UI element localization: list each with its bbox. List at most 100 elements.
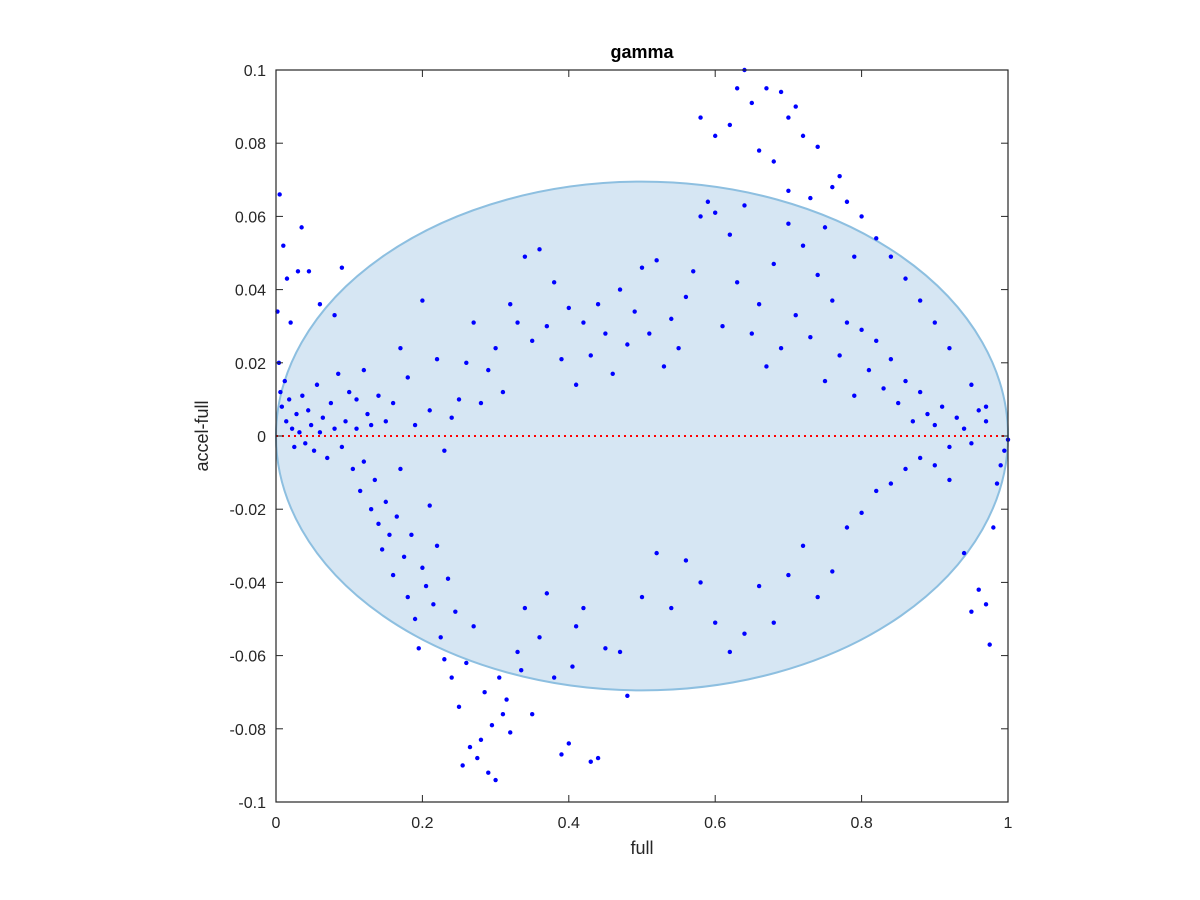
- data-point: [434, 543, 440, 548]
- data-point: [771, 159, 776, 164]
- data-point: [852, 393, 857, 398]
- data-point: [372, 477, 378, 483]
- data-point: [749, 331, 754, 336]
- data-point: [771, 261, 776, 267]
- data-point: [764, 364, 769, 369]
- data-point: [793, 313, 798, 318]
- data-point: [976, 587, 981, 592]
- data-point: [500, 711, 506, 717]
- data-point: [544, 591, 550, 596]
- data-point: [727, 122, 733, 128]
- data-point: [639, 594, 645, 600]
- data-point: [361, 367, 367, 373]
- data-point: [453, 609, 458, 614]
- data-point: [412, 616, 418, 622]
- data-point: [508, 302, 513, 307]
- data-point: [497, 675, 502, 680]
- data-point: [691, 269, 696, 274]
- data-point: [317, 430, 323, 435]
- data-point: [603, 331, 608, 336]
- data-point: [1002, 448, 1007, 453]
- data-point: [859, 510, 864, 516]
- data-point: [383, 419, 388, 424]
- data-point: [398, 466, 403, 472]
- data-point: [449, 675, 454, 680]
- data-point: [343, 419, 348, 424]
- data-point: [282, 378, 287, 384]
- y-tick-label: -0.02: [230, 502, 267, 519]
- data-point: [778, 345, 784, 351]
- data-point: [368, 422, 374, 428]
- data-point: [347, 389, 352, 395]
- y-tick-label: 0.06: [235, 209, 266, 226]
- data-point: [486, 367, 491, 373]
- data-point: [332, 426, 337, 431]
- data-point: [581, 605, 586, 611]
- data-point: [764, 86, 769, 91]
- data-point: [793, 104, 798, 109]
- data-point: [749, 100, 754, 106]
- data-point: [800, 543, 806, 548]
- data-point: [379, 547, 385, 552]
- data-point: [625, 342, 630, 347]
- data-point: [325, 455, 330, 461]
- data-point: [306, 408, 311, 413]
- data-point: [683, 294, 689, 300]
- data-point: [284, 276, 290, 281]
- data-point: [288, 320, 293, 325]
- data-point: [420, 298, 425, 303]
- data-point: [917, 455, 923, 461]
- x-tick-label: 0.2: [411, 815, 433, 832]
- data-point: [438, 635, 443, 640]
- data-point: [464, 360, 469, 365]
- data-point: [559, 752, 564, 757]
- data-point: [303, 441, 308, 446]
- data-point: [756, 302, 762, 307]
- data-point: [486, 770, 491, 775]
- data-point: [394, 514, 399, 519]
- data-point: [888, 254, 894, 259]
- chart-title: gamma: [610, 42, 674, 62]
- x-axis-label: full: [630, 838, 653, 858]
- data-point: [844, 320, 850, 325]
- data-point: [961, 426, 967, 431]
- data-point: [983, 602, 989, 607]
- data-point: [566, 741, 571, 746]
- data-point: [284, 419, 289, 424]
- data-point: [961, 550, 967, 556]
- y-axis-label: accel-full: [192, 400, 212, 471]
- data-point: [320, 415, 326, 420]
- data-point: [588, 353, 593, 358]
- x-tick-label: 0.8: [850, 815, 872, 832]
- data-point: [354, 426, 359, 431]
- data-point: [800, 243, 806, 248]
- data-point: [281, 243, 286, 248]
- data-point: [405, 594, 410, 600]
- data-point: [903, 276, 908, 281]
- data-point: [830, 298, 835, 303]
- data-point: [844, 525, 850, 530]
- data-point: [478, 400, 484, 406]
- data-point: [734, 280, 740, 285]
- data-point: [808, 334, 813, 340]
- data-point: [815, 144, 820, 150]
- data-point: [289, 426, 295, 431]
- data-point: [647, 331, 652, 336]
- data-point: [617, 287, 623, 292]
- data-point: [456, 397, 462, 402]
- data-point: [778, 89, 784, 95]
- data-point: [969, 609, 974, 614]
- data-point: [932, 463, 937, 468]
- data-point: [969, 441, 974, 446]
- data-point: [991, 525, 996, 530]
- data-point: [387, 532, 392, 538]
- data-point: [888, 356, 894, 362]
- data-point: [837, 353, 842, 358]
- x-tick-label: 0: [272, 815, 281, 832]
- data-point: [859, 327, 864, 333]
- data-point: [734, 86, 740, 91]
- data-point: [610, 371, 615, 376]
- data-point: [464, 660, 469, 666]
- data-point: [471, 624, 476, 629]
- data-point: [471, 320, 476, 325]
